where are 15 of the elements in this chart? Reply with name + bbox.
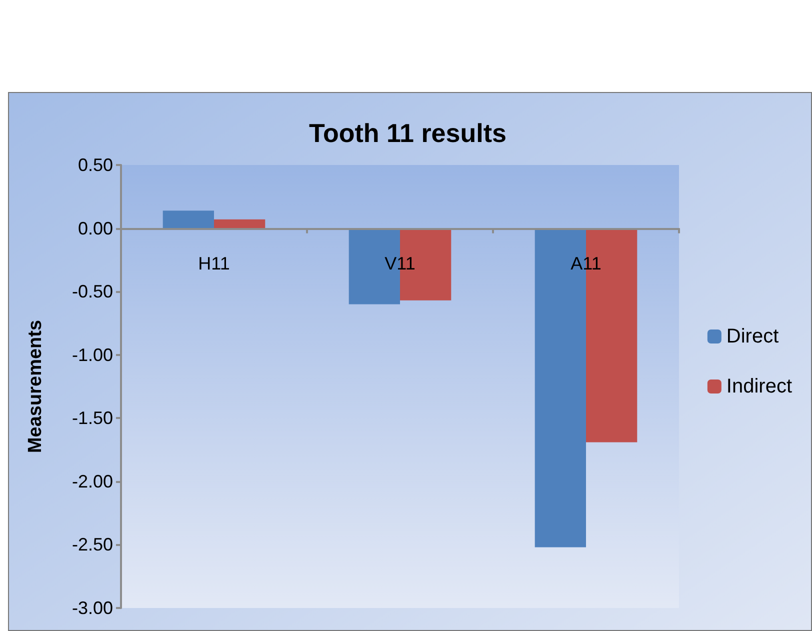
chart-title: Tooth 11 results — [309, 118, 506, 148]
bar — [214, 219, 266, 228]
y-tick-label: -1.50 — [72, 408, 113, 428]
y-tick-label: -2.00 — [72, 471, 113, 492]
y-tick-label: 0.00 — [78, 218, 113, 238]
legend-label: Indirect — [726, 376, 792, 398]
y-tick-label: -3.00 — [72, 598, 113, 618]
y-tick-label: -2.50 — [72, 534, 113, 555]
y-tick-label: -0.50 — [72, 282, 113, 302]
y-tick-label: -1.00 — [72, 344, 113, 365]
y-tick-label: 0.50 — [78, 155, 113, 175]
x-tick-label: H11 — [198, 254, 230, 274]
bar — [162, 210, 214, 228]
legend-label: Direct — [726, 326, 780, 348]
y-axis-title: Measurements — [25, 320, 46, 454]
